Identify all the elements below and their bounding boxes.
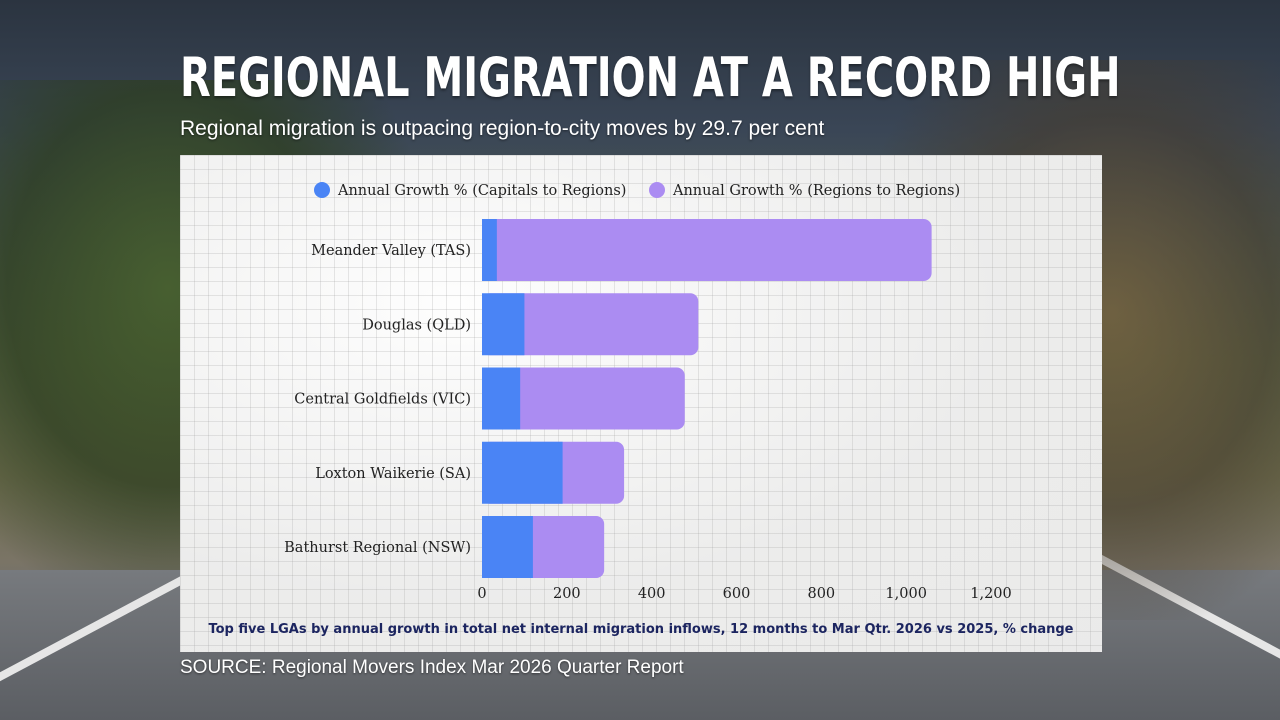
page-title: REGIONAL MIGRATION AT A RECORD HIGH	[180, 46, 1121, 109]
bar-capitals-to-regions	[482, 219, 497, 281]
source-note: SOURCE: Regional Movers Index Mar 2026 Q…	[180, 657, 684, 678]
category-label: Douglas (QLD)	[362, 317, 471, 333]
chart-footnote: Top five LGAs by annual growth in total …	[208, 622, 1074, 637]
legend-marker	[649, 182, 665, 198]
legend-label: Annual Growth % (Regions to Regions)	[672, 183, 960, 199]
category-label: Meander Valley (TAS)	[311, 243, 471, 259]
bar-regions-to-regions	[482, 367, 685, 430]
category-label: Loxton Waikerie (SA)	[315, 466, 471, 482]
category-label: Bathurst Regional (NSW)	[284, 540, 471, 556]
bar-capitals-to-regions	[482, 441, 563, 504]
bar-chart: Annual Growth % (Capitals to Regions) Ann…	[284, 182, 1012, 602]
x-tick-label: 200	[553, 586, 581, 602]
x-tick-label: 1,200	[970, 586, 1012, 602]
bar-capitals-to-regions	[482, 293, 525, 356]
legend-label: Annual Growth % (Capitals to Regions)	[337, 183, 626, 199]
legend-marker	[314, 182, 330, 198]
bar-regions-to-regions	[482, 293, 699, 356]
page-subtitle: Regional migration is outpacing region-t…	[180, 117, 825, 140]
bar-capitals-to-regions	[482, 367, 521, 430]
x-tick-label: 0	[477, 586, 486, 602]
x-tick-label: 800	[807, 586, 835, 602]
x-tick-label: 600	[723, 586, 751, 602]
x-tick-label: 1,000	[885, 586, 927, 602]
chart-panel: Annual Growth % (Capitals to Regions) Ann…	[180, 155, 1102, 652]
x-tick-label: 400	[638, 586, 666, 602]
bar-regions-to-regions	[482, 219, 932, 281]
category-label: Central Goldfields (VIC)	[294, 392, 471, 408]
bar-capitals-to-regions	[482, 516, 533, 578]
